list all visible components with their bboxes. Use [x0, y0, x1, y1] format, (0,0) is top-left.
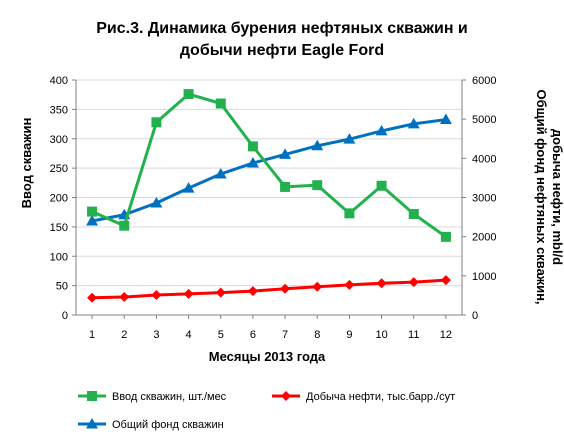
y-left-tick-label: 300 — [50, 134, 68, 146]
data-point-2 — [151, 290, 162, 301]
data-point-1 — [376, 180, 387, 191]
y-axis-right-label-line1: Общий фонд нефтяных скважин, — [534, 89, 549, 304]
series-line-1 — [91, 92, 447, 239]
legend-label: Добыча нефти, тыс.барр./сут — [306, 391, 455, 403]
data-point-2 — [215, 287, 226, 298]
legend-label: Ввод скважин, шт./мес — [112, 391, 227, 403]
x-tick-label: 7 — [282, 329, 288, 341]
y-left-tick-label: 100 — [50, 251, 68, 263]
data-point-1 — [280, 181, 291, 192]
x-tick-label: 6 — [250, 329, 256, 341]
data-point-2 — [376, 278, 387, 289]
y-left-tick-label: 350 — [50, 104, 68, 116]
data-point-3 — [439, 113, 452, 125]
y-axis-left-label: Ввод скважин — [19, 118, 34, 209]
data-point-3 — [407, 117, 420, 129]
x-tick-label: 8 — [314, 329, 320, 341]
data-point-1 — [183, 89, 194, 100]
legend-marker — [87, 391, 97, 401]
legend-marker — [281, 391, 291, 401]
data-point-3 — [214, 168, 227, 179]
series-line-3 — [91, 118, 447, 223]
x-tick-label: 10 — [375, 329, 387, 341]
data-point-3 — [86, 215, 99, 226]
y-right-tick-label: 6000 — [472, 75, 496, 87]
data-point-2 — [247, 286, 258, 297]
data-point-1 — [247, 141, 258, 152]
data-point-3 — [246, 157, 259, 168]
y-right-tick-label: 0 — [472, 310, 478, 322]
y-left-tick-label: 150 — [50, 222, 68, 234]
x-tick-label: 4 — [186, 329, 192, 341]
x-tick-label: 2 — [121, 329, 127, 341]
data-point-2 — [312, 281, 323, 292]
series-line-2 — [92, 278, 447, 300]
legend-entry: Общий фонд скважин — [78, 418, 224, 431]
data-point-2 — [280, 283, 291, 294]
chart-title-line2: добычи нефти Eagle Ford — [180, 42, 384, 59]
data-point-1 — [408, 208, 419, 219]
data-point-1 — [344, 208, 355, 219]
y-left-tick-label: 0 — [62, 310, 68, 322]
data-point-3 — [150, 196, 163, 208]
x-tick-label: 11 — [408, 329, 419, 341]
data-point-2 — [87, 292, 98, 303]
y-right-tick-label: 2000 — [472, 232, 496, 244]
y-left-tick-label: 400 — [50, 75, 68, 87]
x-tick-label: 1 — [89, 329, 95, 341]
x-tick-label: 9 — [346, 329, 352, 341]
data-point-1 — [119, 220, 130, 231]
data-point-1 — [215, 98, 226, 109]
x-tick-label: 5 — [218, 329, 224, 341]
x-tick-label: 3 — [153, 329, 159, 341]
y-left-tick-label: 50 — [56, 281, 68, 293]
y-axis-right-label-line2: добыча нефти, mbl/d — [550, 129, 564, 265]
data-point-1 — [312, 180, 323, 191]
legend-marker — [86, 418, 98, 429]
y-right-tick-label: 1000 — [472, 271, 496, 283]
data-point-2 — [183, 288, 194, 299]
data-point-1 — [151, 117, 162, 128]
y-right-tick-label: 3000 — [472, 193, 496, 205]
y-left-tick-label: 200 — [50, 193, 68, 205]
data-point-3 — [375, 124, 388, 136]
axes: 0501001502002503003504000100020003000400… — [50, 75, 497, 341]
data-point-3 — [311, 139, 324, 151]
legend-label: Общий фонд скважин — [112, 419, 224, 431]
data-point-3 — [343, 133, 356, 144]
y-right-tick-label: 4000 — [472, 153, 496, 165]
data-point-1 — [87, 206, 98, 217]
data-point-2 — [119, 291, 130, 302]
legend-entry: Ввод скважин, шт./мес — [78, 391, 227, 403]
data-point-2 — [440, 275, 451, 286]
legend: Ввод скважин, шт./мес Добыча нефти, тыс.б… — [78, 391, 455, 431]
y-left-tick-label: 250 — [50, 163, 68, 175]
y-right-tick-label: 5000 — [472, 114, 496, 126]
data-point-2 — [408, 277, 419, 288]
x-axis-label: Месяцы 2013 года — [209, 349, 326, 364]
data-point-3 — [279, 148, 292, 159]
data-point-1 — [440, 231, 451, 242]
series-group — [86, 89, 452, 303]
data-point-2 — [344, 279, 355, 290]
chart-title-line1: Рис.3. Динамика бурения нефтяных скважин… — [96, 20, 468, 37]
data-point-3 — [182, 182, 195, 193]
legend-entry: Добыча нефти, тыс.барр./сут — [272, 391, 455, 403]
x-tick-label: 12 — [440, 329, 452, 341]
